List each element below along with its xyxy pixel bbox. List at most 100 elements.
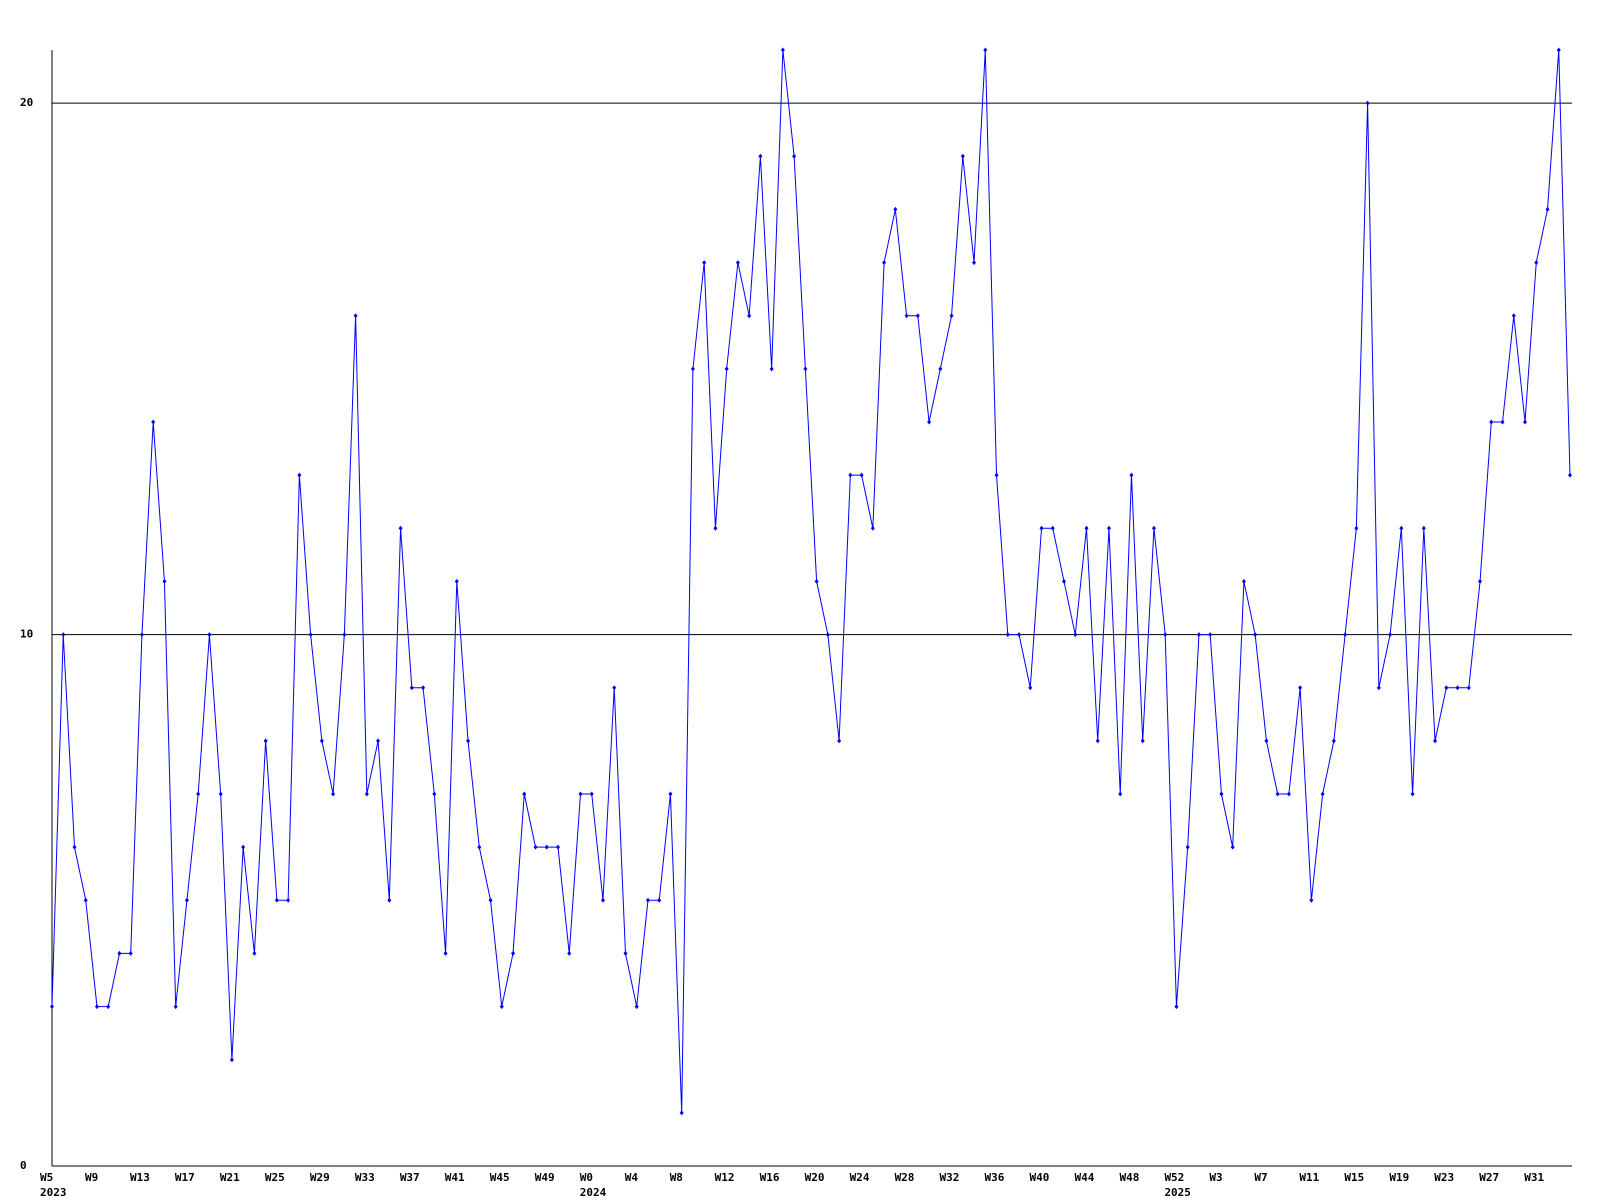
data-point xyxy=(544,844,549,850)
data-point xyxy=(387,897,392,903)
data-point xyxy=(645,897,650,903)
data-point xyxy=(117,950,122,956)
data-point xyxy=(1433,738,1438,744)
data-point xyxy=(488,897,493,903)
data-point xyxy=(1017,632,1022,638)
x-tick-label: W24 xyxy=(850,1171,870,1184)
data-point xyxy=(814,578,819,584)
data-point xyxy=(1208,632,1213,638)
data-point xyxy=(421,685,426,691)
data-point xyxy=(1084,525,1089,531)
data-point xyxy=(1005,632,1010,638)
data-point xyxy=(1545,206,1550,212)
data-point xyxy=(1534,260,1539,266)
data-point xyxy=(398,525,403,531)
data-point xyxy=(1163,632,1168,638)
data-point xyxy=(477,844,482,850)
data-point xyxy=(522,791,527,797)
data-point xyxy=(173,1004,178,1010)
data-point xyxy=(1253,632,1258,638)
data-point xyxy=(72,844,77,850)
data-point xyxy=(904,313,909,319)
data-point xyxy=(758,153,763,159)
data-point xyxy=(567,950,572,956)
data-point xyxy=(589,791,594,797)
data-point xyxy=(1511,313,1516,319)
data-point xyxy=(1095,738,1100,744)
data-point xyxy=(1073,632,1078,638)
data-point xyxy=(1151,525,1156,531)
data-point xyxy=(634,1004,639,1010)
data-point xyxy=(1219,791,1224,797)
data-point xyxy=(1028,685,1033,691)
data-point xyxy=(443,950,448,956)
data-point xyxy=(825,632,830,638)
x-year-label: 2024 xyxy=(580,1186,607,1199)
data-point xyxy=(893,206,898,212)
data-point xyxy=(1523,419,1528,425)
data-point xyxy=(724,366,729,372)
data-point xyxy=(769,366,774,372)
x-year-label: 2023 xyxy=(40,1186,67,1199)
data-point xyxy=(882,260,887,266)
data-point xyxy=(1455,685,1460,691)
data-point xyxy=(1365,100,1370,106)
data-point xyxy=(1264,738,1269,744)
data-point xyxy=(106,1004,111,1010)
data-point xyxy=(353,313,358,319)
x-tick-label: W16 xyxy=(760,1171,780,1184)
x-tick-label: W25 xyxy=(265,1171,285,1184)
y-tick-label: 10 xyxy=(20,628,33,641)
data-point xyxy=(319,738,324,744)
x-tick-label: W52 xyxy=(1164,1171,1184,1184)
data-point xyxy=(274,897,279,903)
x-tick-label: W13 xyxy=(130,1171,150,1184)
data-point xyxy=(556,844,560,850)
data-point xyxy=(837,738,842,744)
data-point xyxy=(286,897,291,903)
x-tick-label: W45 xyxy=(490,1171,510,1184)
data-point xyxy=(679,1110,684,1116)
x-tick-label: W20 xyxy=(805,1171,825,1184)
data-point xyxy=(297,472,302,478)
x-tick-label: W3 xyxy=(1209,1171,1222,1184)
data-point xyxy=(668,791,673,797)
x-tick-label: W21 xyxy=(220,1171,240,1184)
data-point xyxy=(1444,685,1449,691)
data-point xyxy=(184,897,189,903)
x-tick-label: W41 xyxy=(445,1171,465,1184)
data-point xyxy=(364,791,369,797)
data-point xyxy=(1185,844,1190,850)
data-point xyxy=(196,791,201,797)
data-point xyxy=(342,632,347,638)
data-point xyxy=(263,738,268,744)
data-point xyxy=(1062,578,1066,584)
data-line xyxy=(51,49,1571,1113)
data-point xyxy=(1129,472,1134,478)
data-point xyxy=(241,844,246,850)
data-point xyxy=(376,738,381,744)
x-tick-label: W44 xyxy=(1074,1171,1094,1184)
data-point xyxy=(735,260,740,266)
y-tick-label: 0 xyxy=(20,1159,27,1172)
data-point xyxy=(803,366,808,372)
data-point xyxy=(1556,47,1561,53)
data-point xyxy=(1106,525,1111,531)
data-point xyxy=(1118,791,1123,797)
data-point xyxy=(1354,525,1359,531)
data-point xyxy=(848,472,853,478)
data-point xyxy=(747,313,752,319)
data-point xyxy=(61,632,66,638)
data-point xyxy=(1331,738,1336,744)
data-point xyxy=(1140,738,1145,744)
data-point xyxy=(1050,525,1055,531)
data-point xyxy=(533,844,538,850)
data-point xyxy=(1309,897,1314,903)
x-tick-label: W36 xyxy=(985,1171,1005,1184)
data-point xyxy=(207,632,212,638)
x-tick-label: W49 xyxy=(535,1171,555,1184)
data-point xyxy=(927,419,932,425)
data-point xyxy=(94,1004,99,1010)
